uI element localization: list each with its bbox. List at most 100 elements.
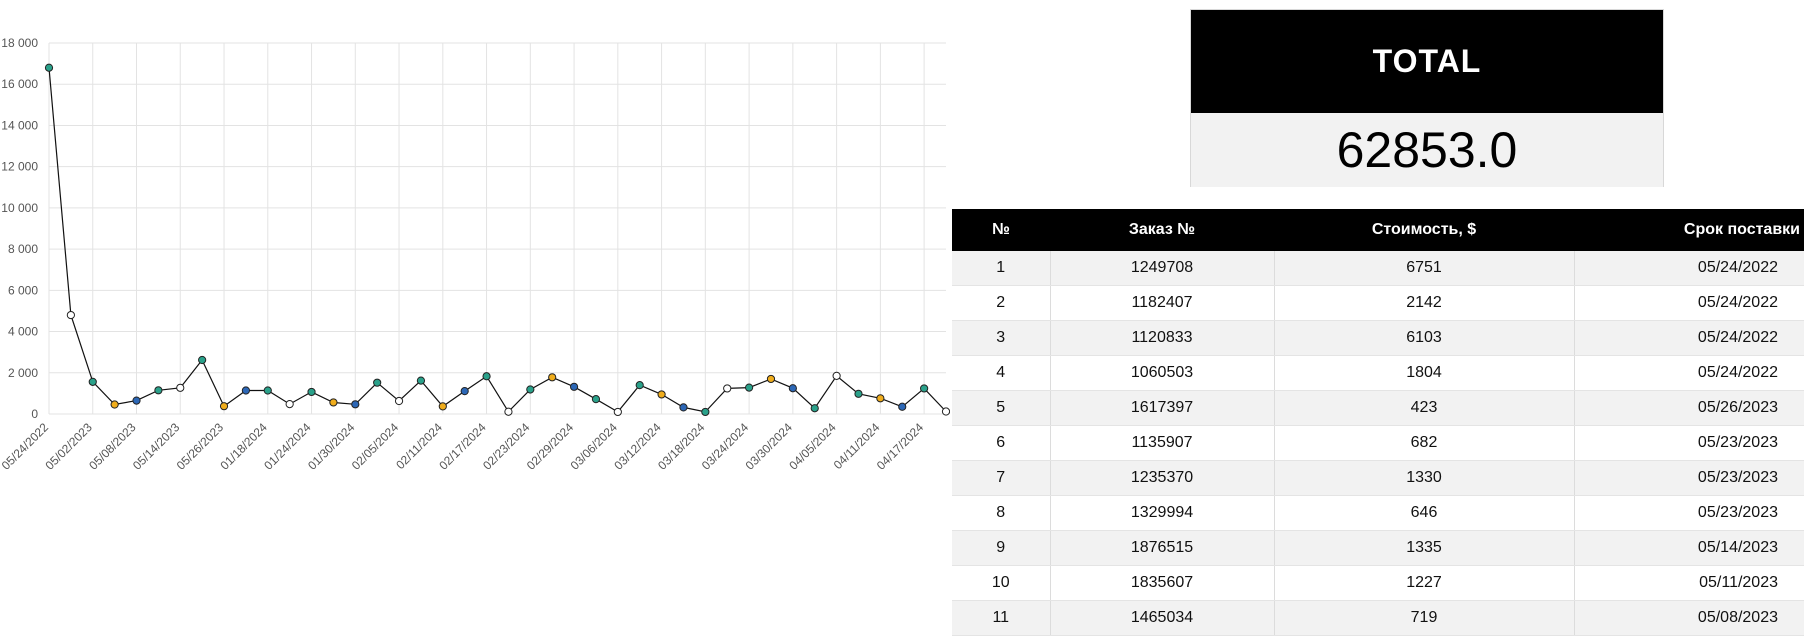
data-point [438, 402, 447, 411]
data-point [788, 384, 797, 393]
cell-number: 8 [952, 495, 1051, 531]
cell-delivery-date: 05/24/2022 [1574, 251, 1804, 286]
table-row: 9 1876515 1335 05/14/2023 [952, 530, 1804, 566]
cell-cost: 1330 [1274, 460, 1575, 496]
table-row: 3 1120833 6103 05/24/2022 [952, 320, 1804, 356]
data-point [723, 384, 732, 393]
table-row: 10 1835607 1227 05/11/2023 [952, 565, 1804, 601]
data-point [657, 390, 666, 399]
y-tick-label: 16 000 [1, 77, 38, 91]
cell-number: 2 [952, 285, 1051, 321]
data-point [810, 404, 819, 413]
data-point [482, 372, 491, 381]
cell-number: 1 [952, 251, 1051, 286]
x-tick-label: 02/05/2024 [349, 420, 402, 473]
y-tick-label: 14 000 [1, 118, 38, 132]
cell-delivery-date: 05/23/2023 [1574, 495, 1804, 531]
data-point [329, 398, 338, 407]
cell-order: 1249708 [1050, 251, 1275, 286]
cell-delivery-date: 05/11/2023 [1574, 565, 1804, 601]
cell-cost: 1227 [1274, 565, 1575, 601]
data-point [132, 396, 141, 405]
total-card: TOTAL 62853.0 [1190, 9, 1664, 187]
data-point [832, 371, 841, 380]
cell-number: 10 [952, 565, 1051, 601]
total-value: 62853.0 [1191, 113, 1663, 187]
cell-delivery-date: 05/08/2023 [1574, 600, 1804, 636]
cell-order: 1617397 [1050, 390, 1275, 426]
data-point [766, 374, 776, 384]
data-point [66, 310, 75, 320]
col-header-number[interactable]: № [952, 209, 1050, 251]
data-point [373, 378, 382, 387]
data-point [110, 400, 119, 409]
cell-number: 9 [952, 530, 1051, 566]
y-tick-label: 2 000 [8, 366, 38, 380]
col-header-cost[interactable]: Стоимость, $ [1274, 209, 1574, 251]
cell-order: 1876515 [1050, 530, 1275, 566]
data-point [876, 394, 885, 403]
data-point [679, 403, 688, 412]
table-row: 6 1135907 682 05/23/2023 [952, 425, 1804, 461]
x-tick-label: 04/17/2024 [874, 420, 927, 473]
cell-order: 1465034 [1050, 600, 1275, 636]
cell-delivery-date: 05/26/2023 [1574, 390, 1804, 426]
data-point [898, 402, 907, 411]
table-row: 7 1235370 1330 05/23/2023 [952, 460, 1804, 496]
data-point [744, 383, 754, 392]
data-point [504, 407, 513, 416]
table-row: 8 1329994 646 05/23/2023 [952, 495, 1804, 531]
cell-order: 1329994 [1050, 495, 1275, 531]
cell-order: 1135907 [1050, 425, 1275, 461]
data-point [198, 355, 207, 365]
cell-number: 7 [952, 460, 1051, 496]
data-point [920, 384, 929, 393]
cell-delivery-date: 05/24/2022 [1574, 285, 1804, 321]
data-point [460, 387, 469, 396]
cell-delivery-date: 05/23/2023 [1574, 460, 1804, 496]
cell-delivery-date: 05/14/2023 [1574, 530, 1804, 566]
line-chart: 0 2 000 4 000 6 000 8 000 10 000 12 000 14 000 1… [0, 36, 950, 473]
y-tick-label: 4 000 [8, 325, 38, 339]
data-point [351, 400, 360, 409]
data-point [241, 386, 251, 395]
table-row: 5 1617397 423 05/26/2023 [952, 390, 1804, 426]
data-point [613, 407, 622, 417]
y-tick-label: 6 000 [8, 283, 38, 297]
data-point [285, 400, 294, 409]
data-point [154, 386, 163, 395]
cell-cost: 6751 [1274, 251, 1575, 286]
data-point [88, 377, 97, 386]
y-tick-label: 0 [31, 407, 38, 421]
data-point [219, 402, 229, 411]
orders-table: № Заказ № Стоимость, $ Срок поставки 1 12… [952, 209, 1804, 636]
table-row: 4 1060503 1804 05/24/2022 [952, 355, 1804, 391]
y-tick-label: 10 000 [1, 201, 38, 215]
data-point [416, 376, 426, 385]
x-tick-label: 04/05/2024 [786, 420, 839, 473]
data-point [591, 395, 601, 404]
cell-number: 6 [952, 425, 1051, 461]
data-point [263, 386, 272, 395]
cell-cost: 423 [1274, 390, 1575, 426]
data-point [394, 396, 404, 406]
cell-cost: 1335 [1274, 530, 1575, 566]
cell-delivery-date: 05/23/2023 [1574, 425, 1804, 461]
data-point [176, 383, 185, 392]
data-point [548, 373, 557, 382]
data-point [307, 387, 316, 397]
total-label: TOTAL [1191, 10, 1663, 113]
cell-cost: 646 [1274, 495, 1575, 531]
col-header-delivery-date[interactable]: Срок поставки [1574, 209, 1804, 251]
table-row: 11 1465034 719 05/08/2023 [952, 600, 1804, 636]
cell-cost: 2142 [1274, 285, 1575, 321]
data-point [854, 389, 863, 398]
cell-cost: 682 [1274, 425, 1575, 461]
cell-delivery-date: 05/24/2022 [1574, 320, 1804, 356]
cell-delivery-date: 05/24/2022 [1574, 355, 1804, 391]
table-row: 2 1182407 2142 05/24/2022 [952, 285, 1804, 321]
cell-cost: 6103 [1274, 320, 1575, 356]
cell-number: 3 [952, 320, 1051, 356]
cell-cost: 1804 [1274, 355, 1575, 391]
col-header-order[interactable]: Заказ № [1050, 209, 1274, 251]
